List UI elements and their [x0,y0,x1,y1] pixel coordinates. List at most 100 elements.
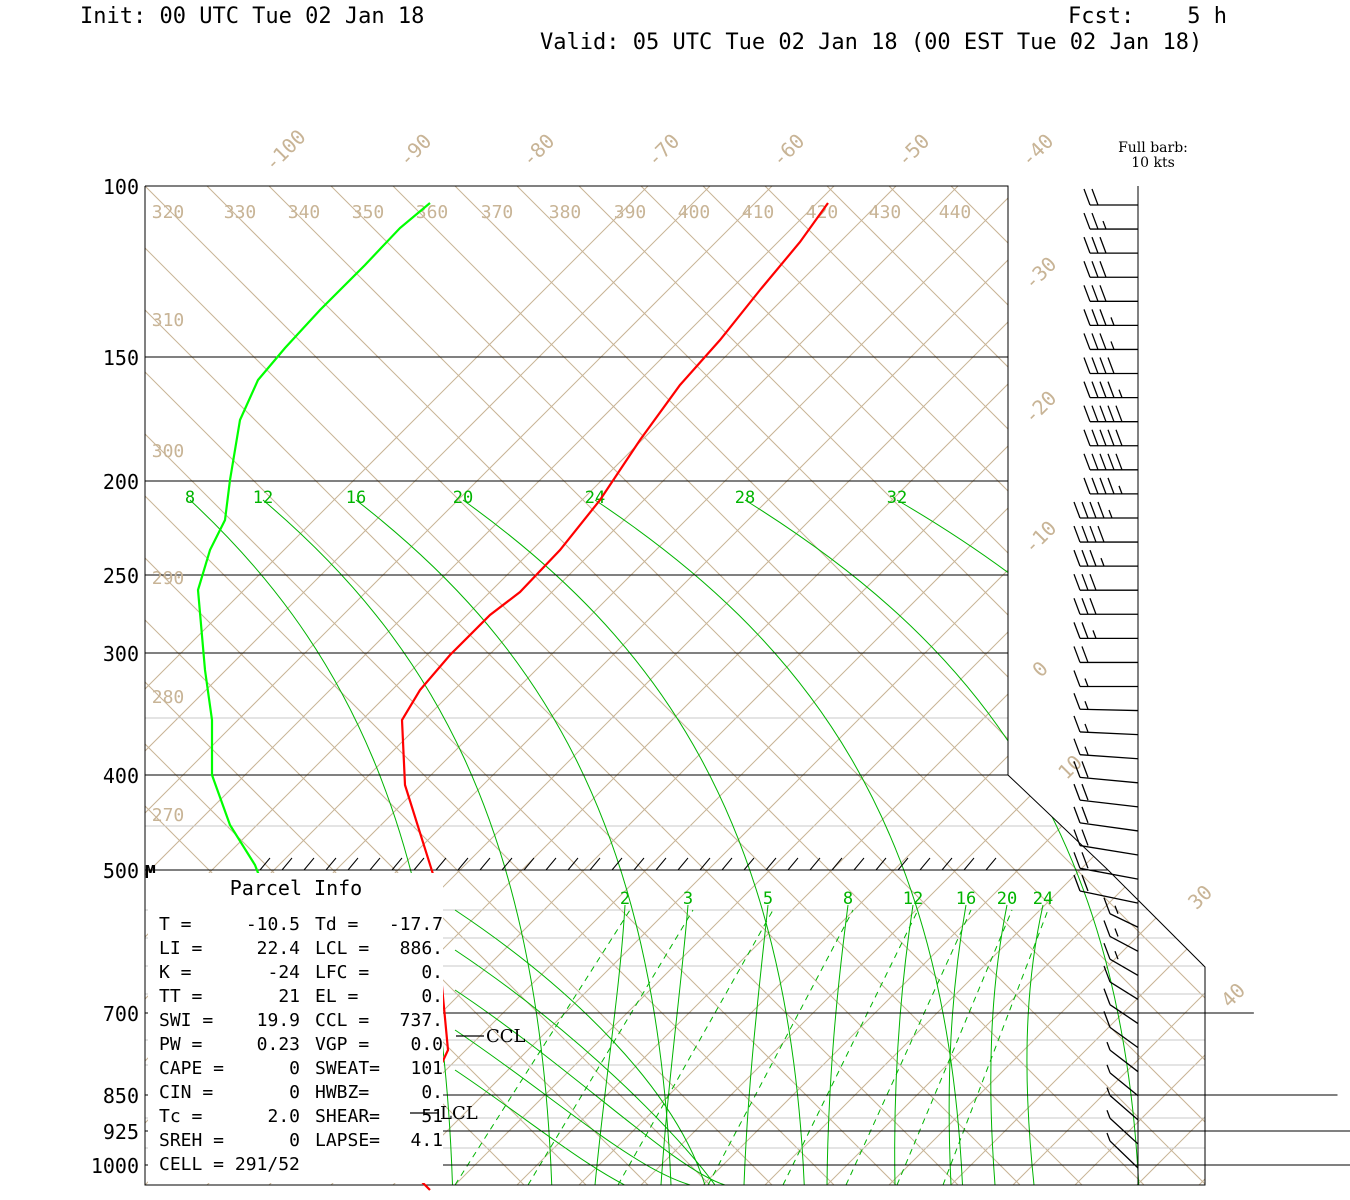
wind-barb [1103,920,1139,952]
wind-barb [1106,1041,1139,1073]
isotherm-label: -20 [1019,386,1062,429]
pressure-label: 925 [103,1120,139,1144]
parcel-title: Parcel Info [230,876,362,900]
parcel-value: 4.1 [410,1130,443,1151]
chart-border [144,185,1206,1186]
parcel-key: LAPSE= [315,1130,380,1151]
wind-barb [1073,874,1139,904]
dry-adiabat-line [1323,186,1350,1186]
isotherm-line [1323,185,1350,1185]
wind-barb [1083,285,1138,302]
dry-adiabat-line [1198,186,1205,1185]
marker-500: M [145,862,156,883]
parcel-key: LI = [159,938,203,959]
hatch-mark [281,857,293,871]
dry-adiabat-line [145,186,774,1185]
isotherm-line [888,186,1205,1185]
parcel-value: 0. [421,1082,443,1103]
wind-barb [1073,670,1138,688]
mixing-ratio-label: 12 [253,488,273,508]
moist-adiabat-curve [594,904,626,1185]
hatch-mark [259,857,271,871]
isotherm-label: -40 [1016,129,1059,172]
hatch-mark [765,857,777,871]
hatch-mark [501,857,513,871]
wind-barb [1073,761,1139,784]
mixing-ratio-label: 16 [346,488,366,508]
pressure-label: 1000 [91,1154,139,1178]
isotherm-label: 30 [1183,880,1217,914]
wind-barb [1073,715,1139,736]
parcel-value: 0. [421,962,443,983]
isotherm-line [1074,186,1205,1185]
isotherm-line [950,186,1205,1185]
wind-barb [1073,501,1138,519]
wind-barb [1083,333,1138,351]
wind-barb [1103,942,1139,976]
parcel-value: 0 [289,1082,300,1103]
hatch-mark [787,857,799,871]
isotherm-line [145,186,774,1185]
forecast-hour: Fcst: 5 h [1068,4,1227,29]
hatch-mark [435,857,447,871]
dry-adiabat-line [145,186,650,1185]
moist-adiabat-curve [454,1069,746,1185]
theta-label: 440 [939,202,972,223]
parcel-key: SREH = [159,1130,224,1151]
mixing-ratio-dashed [707,909,854,1185]
mixing-ratio-label: 20 [997,889,1017,909]
dry-adiabat-line [578,186,1205,1185]
wind-barb [1073,852,1139,880]
hatch-mark [457,857,469,871]
theta-label: 390 [614,202,647,223]
wind-barb [1103,965,1139,1001]
hatch-mark [545,857,557,871]
isotherm-line [1198,186,1205,1185]
hatch-mark [699,857,711,871]
wind-barb [1083,405,1138,423]
hatch-mark [853,857,865,871]
hatch-mark [677,857,689,871]
mixing-ratio-curve [462,499,805,1185]
hatch-mark [369,857,381,871]
wind-barb [1073,646,1138,664]
hatch-mark [897,857,909,871]
dry-adiabat-line [330,186,1205,1185]
pressure-label: 100 [103,175,139,199]
mixing-ratio-label: 24 [1033,889,1053,909]
wind-barb [1103,1011,1139,1049]
dry-adiabat-line [145,186,1146,1185]
pressure-label: 150 [103,346,139,370]
isotherm-line [1012,186,1205,1185]
hatch-mark [633,857,645,871]
wind-barb [1106,1087,1139,1121]
theta-label: 400 [678,202,711,223]
hatch-mark [347,857,359,871]
hatch-mark [567,857,579,871]
mixing-ratio-label: 32 [887,488,907,508]
wind-barb [1073,573,1138,591]
chart-frame [144,185,1350,1186]
theta-label: 310 [152,310,185,331]
hatch-mark [875,857,887,871]
mixing-ratio-lines [189,499,1205,1185]
parcel-key: Tc = [159,1106,203,1127]
isotherm-line [145,186,712,1185]
parcel-key: LCL = [315,938,369,959]
dry-adiabat-line [145,186,960,1185]
theta-label: 270 [152,805,185,826]
isotherm-label: 40 [1216,978,1250,1012]
isotherm-line [330,186,1205,1185]
parcel-value: 0 [289,1058,300,1079]
moist-adiabat-curve [1026,904,1044,1185]
parcel-value: 737. [400,1010,443,1031]
wind-barb [1073,598,1138,615]
isotherm-label: -80 [517,129,560,172]
theta-label: 300 [152,441,185,462]
theta-label: 290 [152,568,185,589]
isotherm-line [1136,186,1205,1185]
parcel-value: 2.0 [267,1106,300,1127]
isotherm-label: -60 [767,129,810,172]
parcel-value: 0.23 [257,1034,300,1055]
isotherm-line [145,186,836,1185]
